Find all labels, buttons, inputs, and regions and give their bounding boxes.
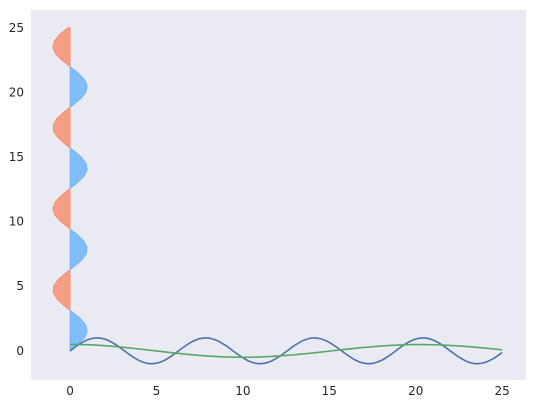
y-tick-label: 20 (9, 85, 24, 99)
positive-fill-lobe-2 (69, 228, 88, 271)
positive-fill-lobe-0 (69, 309, 88, 352)
x-tick-label: 5 (153, 384, 161, 398)
positive-fill-lobe-6 (69, 65, 88, 109)
x-tick-label: 0 (66, 384, 74, 398)
fill-layer (52, 27, 88, 352)
y-tick-label: 25 (9, 21, 24, 35)
x-axis-ticks: 0 5 10 15 20 25 (66, 384, 510, 398)
line-layer (69, 337, 503, 365)
x-tick-label: 15 (322, 384, 337, 398)
plot-background (31, 10, 526, 380)
y-axis-ticks: 0 5 10 15 20 25 (9, 21, 24, 358)
y-tick-label: 10 (9, 215, 24, 229)
series-line-0 (69, 337, 503, 365)
x-tick-label: 20 (408, 384, 423, 398)
negative-fill-lobe-7 (52, 27, 71, 68)
y-tick-label: 0 (16, 344, 24, 358)
x-tick-label: 25 (495, 384, 510, 398)
y-tick-label: 5 (16, 279, 24, 293)
negative-fill-lobe-1 (52, 268, 71, 311)
x-tick-label: 10 (235, 384, 250, 398)
y-tick-label: 15 (9, 150, 24, 164)
negative-fill-lobe-5 (52, 106, 71, 149)
positive-fill-lobe-4 (69, 147, 88, 190)
series-line-1 (70, 343, 503, 359)
negative-fill-lobe-3 (52, 187, 71, 230)
